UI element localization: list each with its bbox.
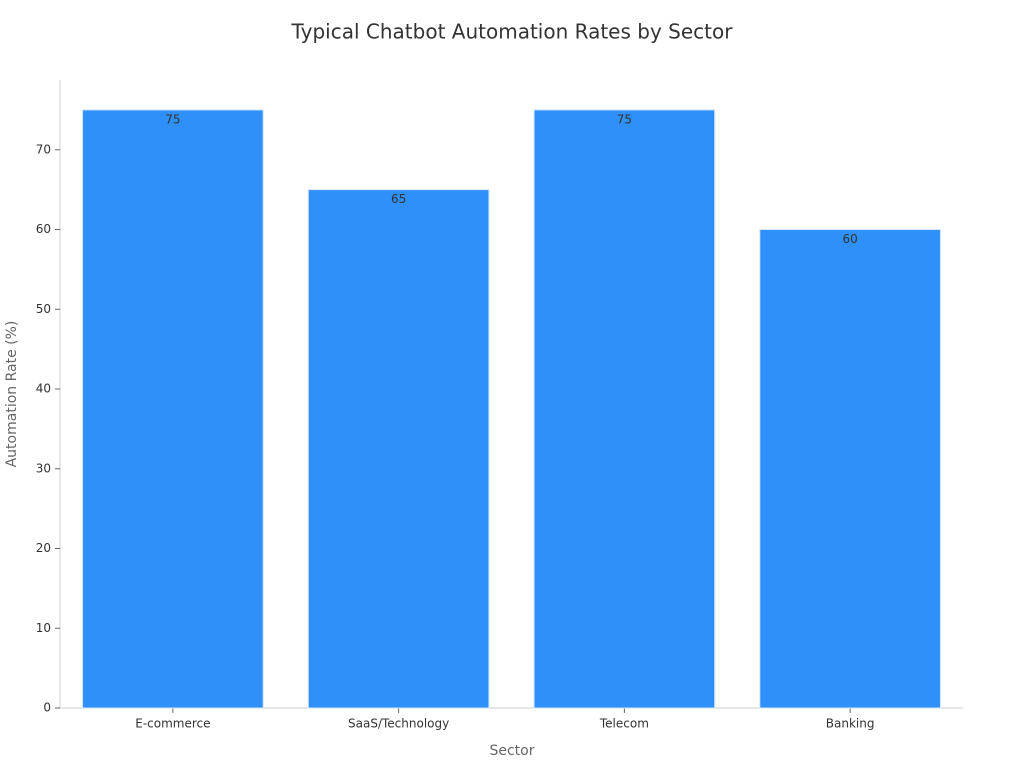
data-label: 75: [165, 112, 180, 126]
x-axis-label: Sector: [489, 743, 534, 759]
x-tick-label: SaaS/Technology: [348, 717, 449, 731]
bar: [307, 189, 490, 709]
y-tick-label: 20: [36, 541, 51, 555]
y-axis-label: Automation Rate (%): [4, 321, 20, 468]
bar: [82, 109, 264, 709]
chart-title: Typical Chatbot Automation Rates by Sect…: [291, 20, 734, 44]
x-tick-label: E-commerce: [135, 717, 210, 731]
bar: [759, 229, 941, 709]
y-tick-label: 10: [36, 621, 51, 635]
y-tick-label: 60: [36, 222, 51, 236]
bar: [533, 109, 716, 709]
y-tick-label: 30: [36, 461, 51, 475]
x-tick-label: Telecom: [599, 717, 649, 731]
data-label: 75: [617, 112, 632, 126]
data-label: 65: [391, 192, 406, 206]
y-tick-label: 0: [43, 701, 51, 715]
data-label: 60: [842, 232, 857, 246]
y-tick-label: 70: [36, 142, 51, 156]
y-tick-label: 50: [36, 302, 51, 316]
x-tick-label: Banking: [826, 717, 875, 731]
y-tick-label: 40: [36, 382, 51, 396]
